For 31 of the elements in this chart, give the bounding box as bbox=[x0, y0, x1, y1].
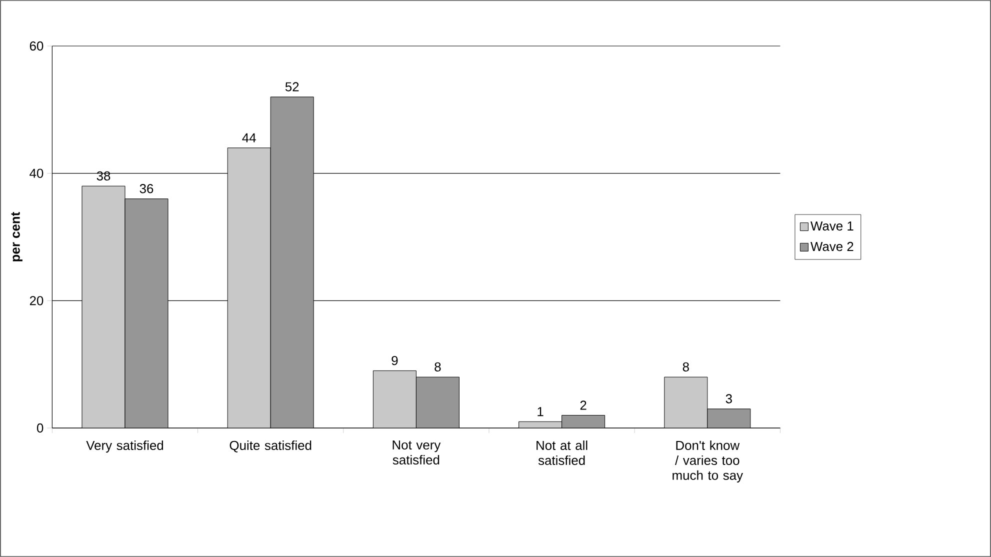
y-tick-label: 40 bbox=[30, 168, 44, 178]
bar bbox=[124, 198, 168, 428]
bar bbox=[707, 408, 751, 428]
data-label: 8 bbox=[682, 362, 689, 372]
data-label: 8 bbox=[434, 362, 441, 372]
bar bbox=[562, 415, 605, 428]
data-label: 9 bbox=[392, 356, 398, 366]
data-label: 1 bbox=[538, 407, 544, 416]
bar bbox=[227, 148, 271, 428]
data-label: 36 bbox=[140, 184, 154, 194]
y-tick-label: 60 bbox=[30, 41, 44, 51]
bar bbox=[270, 96, 314, 428]
x-tick-label: Not at all satisfied bbox=[536, 440, 588, 465]
data-label: 44 bbox=[242, 133, 256, 142]
bar bbox=[416, 376, 460, 428]
bar bbox=[372, 370, 416, 428]
x-tick-label: Quite satisfied bbox=[230, 440, 312, 452]
data-label: 38 bbox=[96, 171, 110, 180]
y-tick-label: 20 bbox=[30, 296, 44, 306]
y-tick-label: 0 bbox=[36, 423, 44, 433]
legend-label: Wave 2 bbox=[810, 242, 854, 252]
legend-label: Wave 1 bbox=[810, 222, 854, 231]
x-tick-label: Not very satisfied bbox=[392, 440, 441, 464]
bar bbox=[82, 186, 126, 428]
data-label: 52 bbox=[285, 82, 299, 92]
data-label: 2 bbox=[580, 400, 586, 410]
y-axis-title: per cent bbox=[11, 212, 22, 262]
x-tick-label: Don't know / varies too much to say bbox=[672, 440, 743, 482]
x-tick-label: Very satisfied bbox=[86, 440, 164, 453]
data-label: 3 bbox=[726, 394, 732, 404]
bar bbox=[664, 376, 708, 428]
